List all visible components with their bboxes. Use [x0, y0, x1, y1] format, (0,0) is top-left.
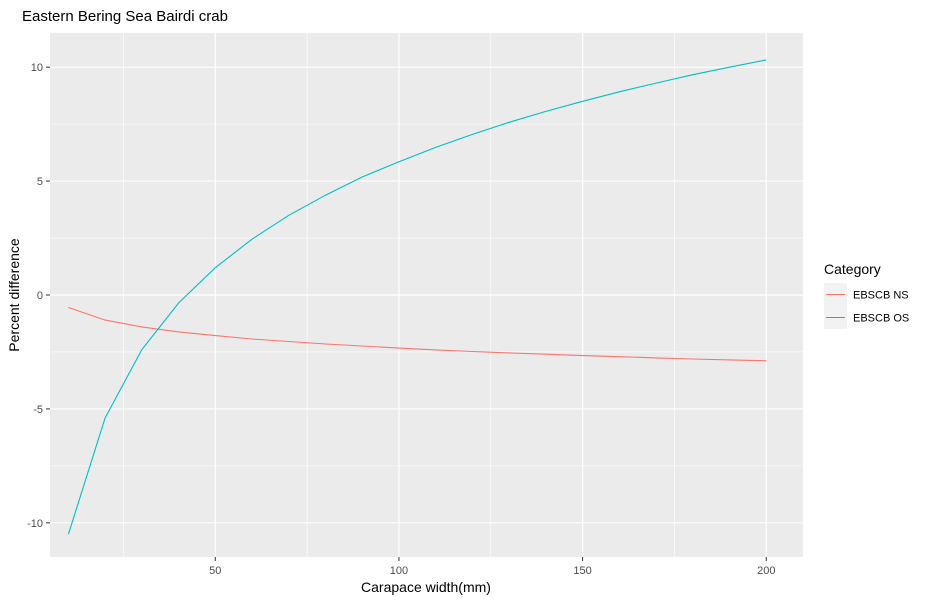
y-axis: -10 -5 0 5 10	[27, 62, 50, 530]
series-lines	[67, 59, 767, 535]
x-tick-label: 100	[390, 565, 408, 577]
series-line	[68, 306, 767, 362]
y-tick-label: -10	[27, 518, 43, 530]
chart-title: Eastern Bering Sea Bairdi crab	[22, 8, 228, 25]
y-tick-label: 0	[37, 290, 43, 302]
legend: Category EBSCB NS EBSCB OS	[824, 261, 909, 329]
y-tick-label: -5	[33, 404, 43, 416]
series-line	[67, 59, 767, 535]
y-tick-label: 5	[37, 176, 43, 188]
x-axis: 50 100 150 200	[209, 557, 775, 577]
x-tick-label: 50	[209, 565, 221, 577]
legend-title: Category	[824, 261, 881, 277]
y-tick-label: 10	[31, 62, 43, 74]
legend-label: EBSCB NS	[853, 290, 909, 302]
major-grid	[50, 33, 803, 557]
x-tick-label: 150	[573, 565, 591, 577]
x-tick-label: 200	[757, 565, 775, 577]
x-axis-title: Carapace width(mm)	[361, 579, 491, 595]
y-axis-title: Percent difference	[6, 238, 22, 352]
legend-label: EBSCB OS	[853, 313, 909, 325]
